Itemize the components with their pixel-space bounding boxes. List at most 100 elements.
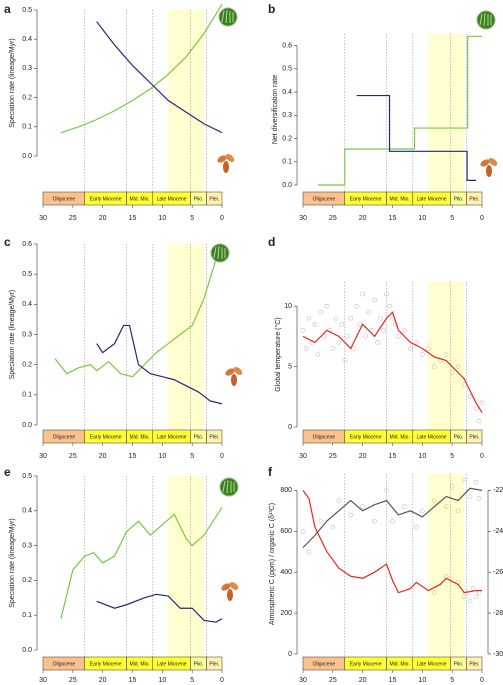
y-tick-label: 5 — [288, 363, 292, 370]
y-tick-label: 800 — [280, 487, 292, 494]
x-tick-label: 15 — [389, 215, 397, 222]
highlight-band — [428, 282, 465, 430]
epoch-label: Plei. — [469, 661, 479, 667]
data-point — [375, 340, 380, 345]
epoch-label: Mid. Mio. — [390, 196, 410, 202]
y-tick-label: 0.1 — [22, 124, 32, 131]
x-tick-label: 25 — [329, 677, 337, 684]
epoch-label: Oligocene — [53, 434, 76, 440]
x-tick-label: 10 — [418, 677, 426, 684]
series-line — [96, 21, 223, 134]
y-tick-label: 200 — [280, 610, 292, 617]
x-tick-label: 15 — [129, 453, 137, 460]
y-tick-label: 0.2 — [22, 577, 32, 584]
data-point — [476, 590, 482, 595]
y-axis-title: Global temperature (°C) — [274, 317, 282, 391]
data-point — [408, 346, 413, 351]
x-tick-label: 0 — [220, 215, 224, 222]
data-point — [333, 315, 339, 321]
data-point — [467, 494, 473, 499]
data-point — [461, 382, 467, 388]
panel: Oligocene Early Miocene Mid. Mio. Late Mioc… — [4, 235, 224, 460]
y-tick-label: 0.6 — [22, 241, 32, 248]
epoch-label: Early Miocene — [90, 661, 122, 667]
epoch-label: Late Miocene — [157, 661, 187, 667]
epoch-label: Early Miocene — [90, 196, 122, 202]
epoch-label: Plio. — [454, 661, 464, 667]
epoch-label: Mid. Mio. — [130, 434, 150, 440]
x-tick-label: 30 — [299, 453, 307, 460]
highlight-band — [428, 474, 465, 657]
epoch-label: Mid. Mio. — [130, 661, 150, 667]
x-tick-label: 20 — [99, 453, 107, 460]
epoch-label: Plei. — [209, 196, 219, 202]
panel: Oligocene Early Miocene Mid. Mio. Late Mioc… — [268, 235, 485, 460]
seed-icon — [479, 156, 499, 177]
series-line — [356, 94, 477, 181]
y-tick-label: 0.2 — [22, 94, 32, 101]
epoch-label: Plei. — [209, 661, 219, 667]
epoch-label: Plio. — [194, 661, 204, 667]
series-line — [60, 3, 223, 134]
data-point — [357, 321, 362, 327]
data-point — [390, 518, 395, 524]
y2-tick-label: -30 — [493, 651, 503, 658]
x-tick-label: 0 — [480, 215, 484, 222]
panel: Oligocene Early Miocene Mid. Mio. Late Mioc… — [268, 2, 484, 222]
data-point — [300, 328, 306, 333]
x-tick-label: 5 — [190, 677, 194, 684]
data-point — [473, 406, 479, 412]
data-point — [467, 598, 473, 604]
epoch-label: Plio. — [194, 434, 204, 440]
epoch-label: Early Miocene — [350, 434, 382, 440]
data-point — [455, 364, 461, 369]
panel: Oligocene Early Miocene Mid. Mio. Late Mioc… — [4, 2, 224, 222]
series-line — [302, 487, 483, 549]
x-tick-label: 5 — [450, 677, 454, 684]
y-tick-label: 0.5 — [22, 7, 32, 14]
x-tick-label: 30 — [299, 677, 307, 684]
data-point — [449, 483, 455, 489]
y-tick-label: 0.0 — [22, 153, 32, 160]
panel-letter: a — [4, 2, 11, 16]
epoch-box — [206, 429, 223, 444]
data-point — [318, 309, 324, 315]
y-tick-label: 0.0 — [22, 422, 32, 429]
data-point — [425, 346, 431, 351]
y-tick-label: 0.1 — [22, 392, 32, 399]
x-tick-label: 5 — [450, 215, 454, 222]
y-tick-label: 0 — [288, 651, 292, 658]
x-tick-label: 15 — [129, 677, 137, 684]
y-axis-title: Speciation rate (lineage/Myr) — [9, 518, 16, 608]
data-point — [345, 334, 351, 339]
panel-letter: c — [4, 235, 11, 249]
data-point — [449, 370, 455, 375]
x-tick-label: 15 — [389, 453, 397, 460]
data-point — [303, 346, 309, 351]
data-point — [348, 512, 354, 518]
data-point — [348, 315, 354, 321]
epoch-box — [206, 191, 223, 206]
data-point — [402, 328, 407, 333]
series-line — [60, 506, 223, 619]
panel-letter: e — [4, 465, 11, 479]
x-tick-label: 25 — [329, 453, 337, 460]
panel: Oligocene Early Miocene Mid. Mio. Late Mioc… — [268, 465, 503, 684]
data-point — [473, 594, 479, 600]
y-tick-label: 0.2 — [282, 135, 292, 142]
data-point — [330, 346, 336, 351]
panel-letter: d — [268, 235, 275, 249]
y-tick-label: 0.3 — [22, 542, 32, 549]
epoch-label: Oligocene — [53, 661, 76, 667]
x-tick-label: 10 — [418, 215, 426, 222]
x-tick-label: 20 — [359, 677, 367, 684]
data-point — [461, 594, 467, 600]
data-point — [363, 334, 368, 339]
y-tick-label: 0.5 — [282, 66, 292, 73]
data-point — [467, 394, 473, 400]
data-point — [336, 340, 342, 345]
data-point — [476, 496, 482, 501]
y-tick-label: 0.5 — [22, 271, 32, 278]
y-axis-title: Atmospheric C (ppm) / organic C (δ¹³C) — [269, 503, 276, 625]
data-point — [321, 334, 327, 339]
